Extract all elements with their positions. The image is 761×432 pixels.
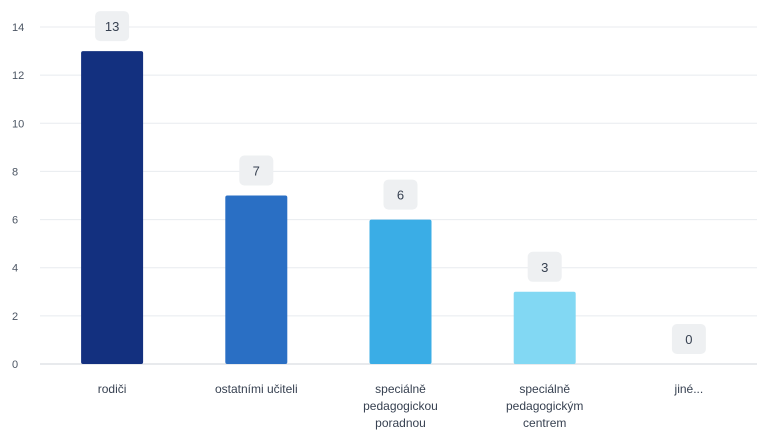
data-label-text: 7 — [253, 164, 260, 179]
y-axis-ticks: 0 2 4 6 8 10 12 14 — [12, 22, 24, 371]
y-tick-label: 2 — [12, 311, 18, 323]
bar[interactable] — [513, 291, 576, 364]
x-category-line: rodiči — [98, 382, 127, 396]
y-tick-label: 10 — [12, 118, 24, 130]
bar[interactable] — [369, 219, 432, 364]
y-tick-label: 4 — [12, 263, 18, 275]
y-tick-label: 14 — [12, 22, 24, 34]
y-tick-label: 12 — [12, 70, 24, 82]
x-category-label: speciálně pedagogickou poradnou — [363, 382, 438, 430]
data-label: 7 — [239, 155, 274, 186]
x-category-label: speciálně pedagogickým centrem — [506, 382, 583, 430]
data-label-text: 6 — [397, 188, 404, 203]
data-label-bg — [383, 179, 418, 210]
x-category-line: centrem — [523, 416, 566, 430]
data-labels: 13 7 6 3 0 — [95, 11, 706, 354]
x-category-line: jiné... — [674, 382, 704, 396]
x-category-line: speciálně — [375, 382, 426, 396]
y-tick-label: 6 — [12, 215, 18, 227]
data-label-text: 0 — [685, 332, 692, 347]
data-label-bg — [671, 324, 706, 354]
x-category-label: rodiči — [98, 382, 127, 396]
x-category-line: pedagogickým — [506, 399, 583, 413]
data-label-bg — [95, 11, 130, 42]
x-category-label: ostatními učiteli — [215, 382, 298, 396]
x-axis-categories: rodiči ostatními učiteli speciálně pedagogi… — [98, 382, 703, 430]
data-label: 3 — [527, 251, 562, 282]
y-tick-label: 8 — [12, 166, 18, 178]
bar[interactable] — [225, 195, 288, 365]
data-label-text: 13 — [105, 19, 119, 34]
x-category-line: poradnou — [375, 416, 426, 430]
x-category-line: pedagogickou — [363, 399, 438, 413]
x-category-line: ostatními učiteli — [215, 382, 298, 396]
data-label: 13 — [95, 11, 130, 42]
data-label-bg — [239, 155, 274, 186]
x-category-line: speciálně — [519, 382, 570, 396]
bars — [81, 51, 576, 364]
bar[interactable] — [81, 51, 144, 364]
x-category-label: jiné... — [674, 382, 704, 396]
y-tick-label: 0 — [12, 359, 18, 371]
data-label-text: 3 — [541, 260, 548, 275]
data-label: 6 — [383, 179, 418, 210]
data-label: 0 — [671, 324, 706, 354]
data-label-bg — [527, 251, 562, 282]
